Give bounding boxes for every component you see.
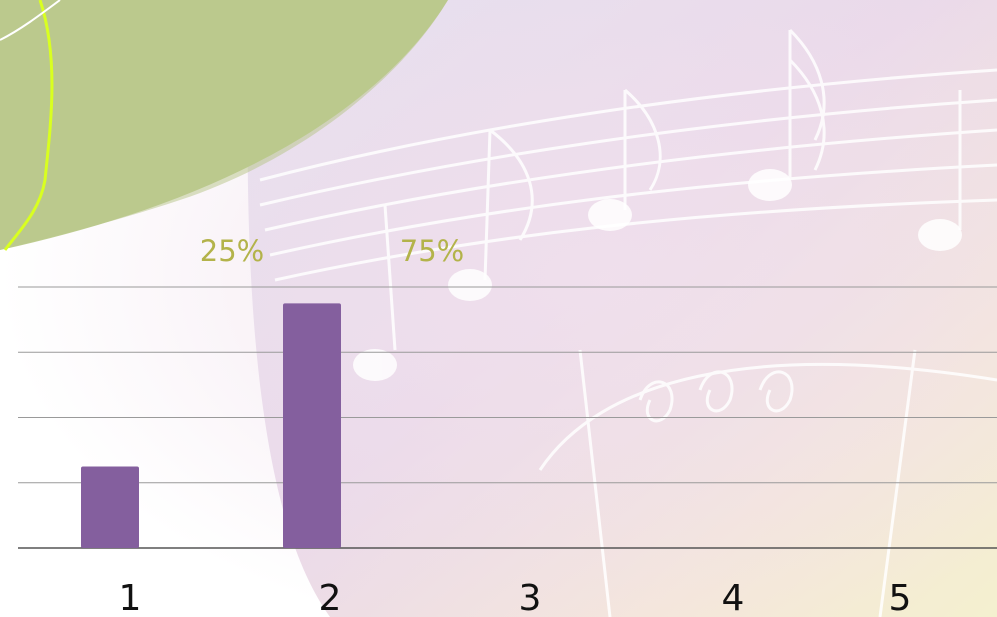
accent-curve — [3, 0, 54, 251]
x-tick-label: 4 — [722, 578, 745, 617]
x-tick-label: 5 — [889, 578, 912, 617]
value-label: 25% — [200, 234, 264, 268]
music-notes — [353, 169, 962, 381]
music-decoration — [259, 28, 997, 617]
value-label: 75% — [400, 234, 464, 268]
accent-line — [0, 0, 61, 41]
x-tick-label: 2 — [319, 578, 342, 617]
x-tick-label: 3 — [519, 578, 542, 617]
bar — [81, 466, 139, 548]
x-tick-label: 1 — [119, 578, 142, 617]
corner-shape-shade — [0, 0, 448, 250]
bar — [283, 303, 341, 548]
